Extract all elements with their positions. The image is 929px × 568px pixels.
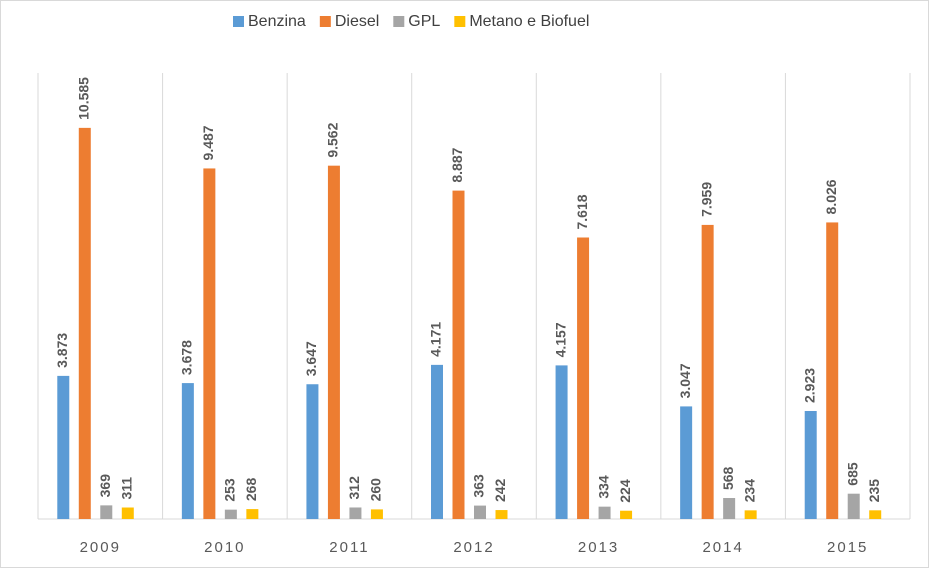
bar (327, 165, 340, 519)
bar (370, 509, 383, 519)
value-label: 3.047 (677, 363, 693, 398)
bar (203, 168, 216, 519)
value-label: 3.873 (54, 333, 70, 368)
bar (474, 505, 486, 519)
value-label: 3.647 (303, 341, 319, 376)
bar (680, 406, 693, 519)
bar (555, 365, 568, 519)
x-tick-label: 2010 (204, 539, 245, 556)
value-label: 3.678 (179, 340, 195, 375)
bar (306, 384, 319, 519)
bar (349, 507, 362, 519)
legend-label: Diesel (335, 13, 379, 30)
bar (826, 222, 839, 519)
legend-label: GPL (408, 13, 440, 30)
legend-swatch (454, 16, 466, 27)
bar (723, 498, 736, 519)
bar (246, 509, 259, 519)
bar (701, 224, 714, 519)
x-tick-label: 2015 (827, 539, 868, 556)
bar (78, 127, 91, 520)
legend-swatch (233, 16, 244, 27)
x-tick-label: 2012 (453, 539, 494, 556)
value-label: 8.026 (823, 179, 839, 214)
value-label: 4.157 (552, 322, 568, 357)
value-label: 4.171 (428, 322, 444, 357)
value-label: 260 (368, 478, 384, 502)
x-tick-label: 2011 (329, 539, 369, 556)
value-label: 363 (471, 474, 487, 498)
value-label: 2.923 (801, 368, 817, 403)
bar (224, 509, 237, 519)
bar (598, 506, 611, 519)
x-tick-label: 2009 (80, 539, 121, 556)
value-label: 224 (617, 479, 633, 503)
value-label: 235 (866, 479, 882, 503)
bar (121, 507, 134, 519)
x-tick-label: 2014 (702, 539, 743, 556)
value-label: 253 (222, 478, 238, 502)
value-label: 7.959 (698, 182, 714, 217)
bar (620, 510, 633, 519)
value-label: 312 (346, 476, 362, 500)
value-label: 8.887 (449, 147, 465, 182)
legend-label: Metano e Biofuel (469, 13, 589, 30)
bar (495, 510, 508, 519)
value-label: 369 (97, 474, 113, 498)
value-label: 568 (720, 466, 736, 490)
value-label: 268 (243, 478, 259, 502)
bar (452, 190, 465, 519)
value-label: 234 (741, 479, 757, 503)
value-label: 9.487 (200, 125, 216, 160)
value-label: 685 (844, 462, 860, 486)
bar (847, 493, 860, 519)
value-label: 311 (118, 477, 134, 500)
value-label: 242 (492, 478, 508, 502)
legend-label: Benzina (248, 13, 306, 30)
value-label: 9.562 (325, 122, 341, 157)
value-label: 334 (595, 475, 611, 499)
bar (181, 383, 194, 519)
legend-swatch (319, 16, 331, 27)
bar (744, 510, 757, 519)
bar (869, 510, 882, 519)
bar (804, 410, 817, 519)
bar (57, 375, 70, 519)
legend-swatch (393, 16, 405, 27)
value-label: 10.585 (75, 77, 91, 120)
x-tick-label: 2013 (578, 539, 619, 556)
bar (577, 237, 590, 519)
value-label: 7.618 (574, 194, 590, 229)
bar (431, 364, 443, 519)
bar (100, 505, 113, 519)
